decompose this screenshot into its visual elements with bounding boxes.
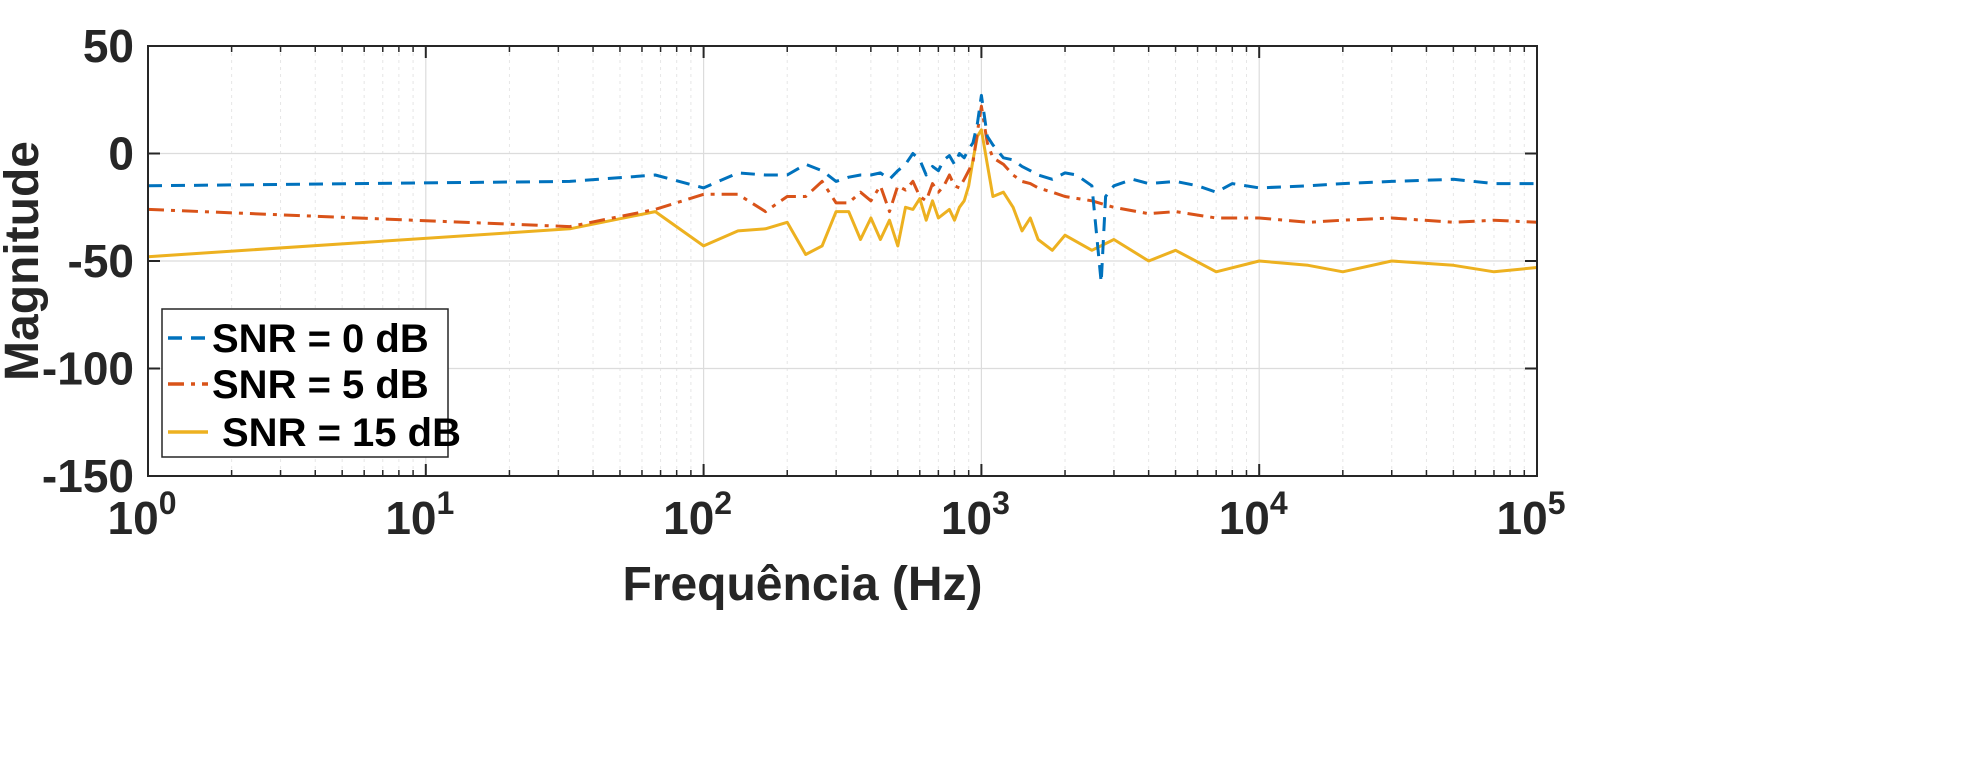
x-tick-label: 103	[941, 485, 1010, 544]
legend-box	[161, 308, 449, 458]
x-axis-title: Frequência (Hz)	[622, 558, 982, 611]
y-tick-labels: 50 0 -50 -100 -150	[42, 20, 134, 502]
x-tick-label: 102	[663, 485, 732, 544]
axis-ticks	[147, 45, 1538, 477]
y-tick-label: 50	[83, 20, 134, 72]
series-line-0	[147, 93, 1537, 284]
x-tick-label: 104	[1219, 485, 1288, 544]
legend-label-snr-0: SNR = 0 dB	[212, 317, 429, 361]
legend-label-snr-5: SNR = 5 dB	[212, 363, 429, 407]
y-tick-label: -50	[68, 235, 134, 287]
x-tick-label: 105	[1497, 485, 1566, 544]
y-tick-label: -100	[42, 343, 134, 395]
series-line-1	[147, 104, 1538, 229]
x-tick-label: 101	[385, 485, 454, 544]
y-tick-label: 0	[108, 128, 134, 180]
legend: SNR = 0 dB SNR = 5 dB SNR = 15 dB	[161, 308, 461, 458]
series-line-2	[147, 128, 1538, 274]
legend-label-snr-15: SNR = 15 dB	[222, 411, 461, 455]
x-tick-labels: 100 101 102 103 104 105	[108, 485, 1566, 544]
series-layer	[147, 93, 1538, 284]
x-tick-label: 100	[108, 485, 177, 544]
y-axis-title: Magnitude	[0, 141, 49, 381]
y-tick-label: -150	[42, 450, 134, 502]
